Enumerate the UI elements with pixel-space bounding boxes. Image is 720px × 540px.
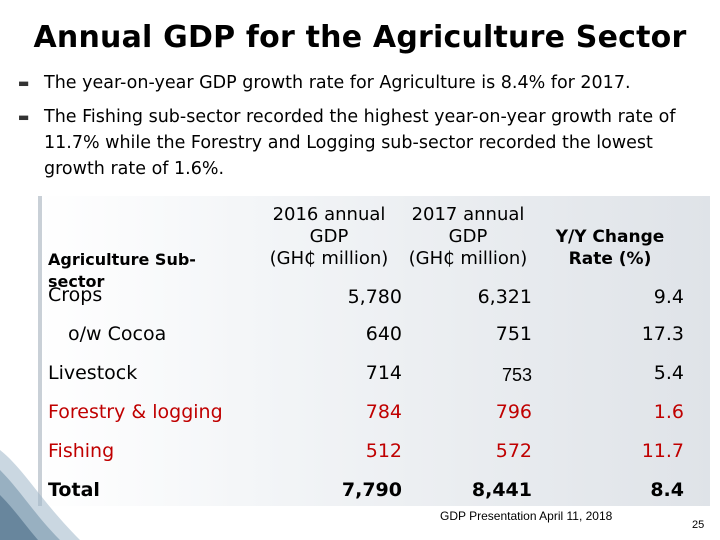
bullet-item: ▬ The year-on-year GDP growth rate for A…	[18, 70, 708, 96]
bullet-item: ▬ The Fishing sub-sector recorded the hi…	[18, 104, 708, 182]
cell-total-2016: 7,790	[341, 479, 402, 501]
slide-footer: GDP Presentation April 11, 2018	[440, 509, 613, 523]
row-label-cocoa: o/w Cocoa	[68, 323, 167, 345]
header-change-rate-unit: Rate (%)	[568, 249, 652, 269]
decorative-wave-graphic	[0, 450, 80, 540]
cell-crops-2016: 5,780	[347, 286, 402, 308]
row-label-forestry: Forestry & logging	[48, 401, 223, 423]
cell-crops-2017: 6,321	[477, 286, 532, 308]
header-subsector: Agriculture Sub-sector	[48, 250, 196, 291]
bullet-text: The year-on-year GDP growth rate for Agr…	[44, 73, 631, 93]
header-2016-gdp-unit: (GH₵ million)	[269, 248, 389, 269]
cell-cocoa-2016: 640	[365, 323, 402, 345]
cell-forestry-2017: 796	[495, 401, 532, 423]
bullet-marker-icon: ▬	[18, 110, 30, 124]
cell-livestock-2017: 753	[501, 365, 532, 385]
cell-fishing-2017: 572	[495, 440, 532, 462]
cell-livestock-2016: 714	[365, 362, 402, 384]
row-label-crops: Crops	[48, 284, 103, 306]
header-2017-gdp: 2017 annual GDP (GH₵ million)	[401, 204, 535, 270]
cell-crops-change: 9.4	[653, 286, 684, 308]
header-2016-gdp-title: 2016 annual GDP	[272, 204, 386, 247]
cell-cocoa-2017: 751	[495, 323, 532, 345]
cell-forestry-2016: 784	[365, 401, 402, 423]
cell-total-change: 8.4	[650, 479, 684, 501]
cell-cocoa-change: 17.3	[641, 323, 684, 345]
bullet-marker-icon: ▬	[18, 76, 30, 90]
header-change-rate-title: Y/Y Change	[555, 227, 665, 247]
row-label-livestock: Livestock	[48, 362, 138, 384]
table-left-rule	[38, 196, 42, 506]
slide-title: Annual GDP for the Agriculture Sector	[33, 20, 687, 55]
cell-fishing-2016: 512	[365, 440, 402, 462]
header-2016-gdp: 2016 annual GDP (GH₵ million)	[262, 204, 396, 270]
cell-livestock-change: 5.4	[653, 362, 684, 384]
row-label-fishing: Fishing	[48, 440, 115, 462]
header-2017-gdp-title: 2017 annual GDP	[411, 204, 525, 247]
table-background	[38, 196, 710, 506]
cell-fishing-change: 11.7	[641, 440, 684, 462]
page-number: 25	[692, 519, 705, 531]
bullet-list: ▬ The year-on-year GDP growth rate for A…	[18, 70, 708, 190]
header-2017-gdp-unit: (GH₵ million)	[408, 248, 528, 269]
row-label-total: Total	[48, 479, 100, 501]
bullet-text: The Fishing sub-sector recorded the high…	[44, 107, 676, 179]
cell-total-2017: 8,441	[471, 479, 532, 501]
header-change-rate: Y/Y Change Rate (%)	[550, 226, 670, 270]
cell-forestry-change: 1.6	[653, 401, 684, 423]
